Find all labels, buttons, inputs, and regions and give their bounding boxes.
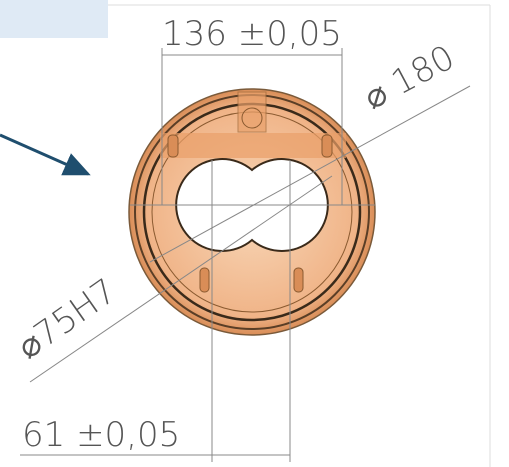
page: {"dimensions": {"center_distance": "136 … bbox=[0, 0, 509, 467]
drawing: 136 ±0,05 61 ±0,05 ⌀ 180 ⌀75H7 bbox=[0, 0, 509, 467]
dimension-label: 61 ±0,05 bbox=[22, 415, 180, 455]
dimension-label: 136 ±0,05 bbox=[162, 14, 342, 54]
dimension-label: ⌀ 180 bbox=[357, 37, 461, 117]
part bbox=[129, 89, 375, 335]
dimension-label: ⌀75H7 bbox=[10, 271, 124, 367]
callout-box bbox=[0, 0, 108, 38]
pointer-arrow bbox=[0, 135, 88, 174]
